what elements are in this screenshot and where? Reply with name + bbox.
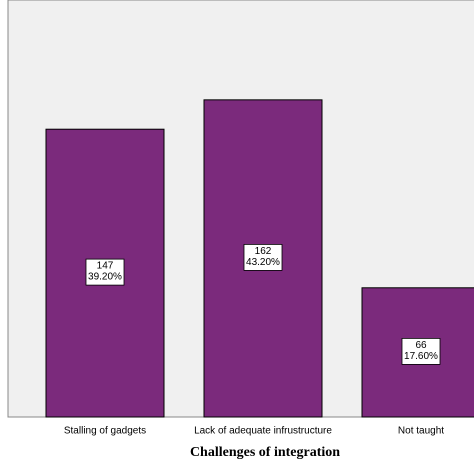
percent-label: 39.20% bbox=[88, 272, 122, 283]
data-label: 147 bbox=[97, 261, 114, 272]
data-label-box bbox=[243, 244, 283, 271]
x-axis-title: Challenges of integration bbox=[190, 445, 340, 460]
data-label-box bbox=[401, 337, 441, 365]
data-label: 66 bbox=[415, 340, 427, 351]
data-label: 162 bbox=[255, 246, 272, 257]
x-tick-label: Lack of adequate infrustructure bbox=[194, 426, 332, 437]
percent-label: 43.20% bbox=[246, 257, 280, 268]
data-label-box bbox=[85, 258, 125, 286]
x-tick-label: Not taught bbox=[398, 426, 444, 437]
x-tick-label: Stalling of gadgets bbox=[64, 426, 146, 437]
percent-label: 17.60% bbox=[404, 351, 438, 362]
